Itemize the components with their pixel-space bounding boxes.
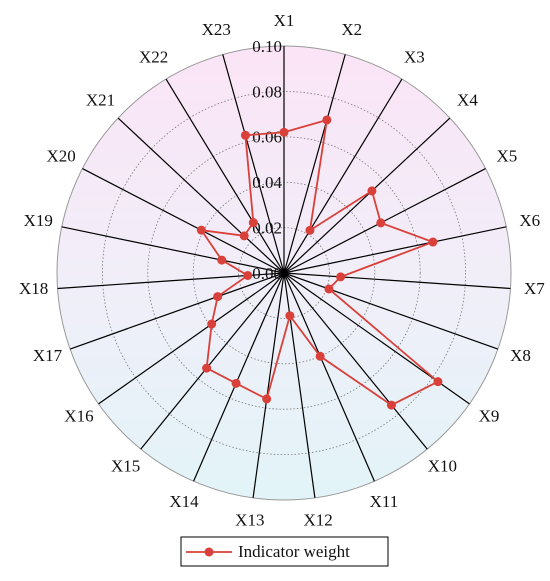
category-label: X19 <box>24 211 53 230</box>
spoke <box>283 117 451 274</box>
category-label: X12 <box>304 511 333 530</box>
data-point <box>315 351 325 361</box>
data-point <box>207 319 217 329</box>
data-point <box>231 378 241 388</box>
category-label: X21 <box>86 91 115 110</box>
tick-label: 0.02 <box>252 219 282 238</box>
data-point <box>196 225 206 235</box>
data-point <box>279 127 289 137</box>
tick-label: 0.04 <box>252 173 282 192</box>
category-label: X8 <box>510 346 531 365</box>
category-label: X6 <box>519 211 540 230</box>
category-label: X10 <box>428 457 457 476</box>
spoke <box>98 272 285 405</box>
data-point <box>324 284 334 294</box>
spoke <box>193 272 285 482</box>
tick-label: 0.10 <box>252 37 282 56</box>
spoke <box>61 226 285 274</box>
category-label: X3 <box>404 47 425 66</box>
category-label: X18 <box>19 279 48 298</box>
data-point <box>213 292 223 302</box>
spoke <box>165 78 285 274</box>
spoke <box>283 272 375 482</box>
data-point <box>217 255 227 265</box>
category-label: X14 <box>169 492 199 511</box>
legend-label: Indicator weight <box>238 542 350 561</box>
data-point <box>202 363 212 373</box>
data-point <box>239 231 249 241</box>
category-label: X16 <box>64 407 93 426</box>
data-point <box>248 218 258 228</box>
spoke <box>283 226 507 274</box>
legend-marker <box>204 547 214 557</box>
category-label: X11 <box>370 492 399 511</box>
data-point <box>428 237 438 247</box>
tick-label: 0.08 <box>252 82 282 101</box>
data-point <box>243 270 253 280</box>
data-point <box>336 272 346 282</box>
category-label: X7 <box>524 279 545 298</box>
data-point <box>285 311 295 321</box>
spoke <box>82 168 285 274</box>
data-point <box>322 115 332 125</box>
spoke <box>283 272 511 290</box>
category-label: X23 <box>202 20 231 39</box>
category-label: X13 <box>235 511 264 530</box>
category-label: X17 <box>33 346 63 365</box>
spoke <box>252 272 285 498</box>
spoke <box>117 117 285 274</box>
category-label: X2 <box>341 20 362 39</box>
category-label: X9 <box>479 407 500 426</box>
category-label: X15 <box>111 457 140 476</box>
tick-label: 0.00 <box>252 264 282 283</box>
data-point <box>386 400 396 410</box>
spoke <box>69 272 285 350</box>
data-point <box>305 225 315 235</box>
category-label: X20 <box>47 146 76 165</box>
spoke <box>222 54 285 274</box>
data-point <box>240 130 250 140</box>
category-label: X22 <box>139 47 168 66</box>
category-label: X5 <box>496 146 517 165</box>
spoke <box>283 54 346 274</box>
spoke <box>283 272 316 498</box>
data-point <box>433 377 443 387</box>
tick-label: 0.06 <box>252 128 282 147</box>
category-label: X4 <box>457 91 478 110</box>
data-point <box>376 218 386 228</box>
series-line <box>199 118 440 407</box>
spoke <box>283 78 403 274</box>
data-point <box>367 186 377 196</box>
spoke <box>283 168 486 274</box>
category-label: X1 <box>274 11 295 30</box>
spoke <box>283 272 428 450</box>
spoke <box>283 272 499 350</box>
spoke <box>140 272 285 450</box>
data-point <box>262 394 272 404</box>
